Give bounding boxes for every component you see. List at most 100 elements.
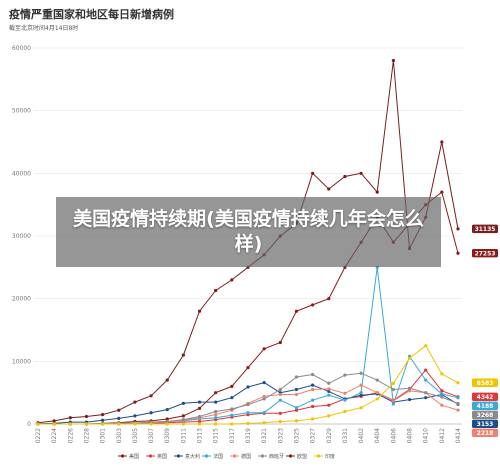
x-tick-label: 0305 bbox=[132, 428, 139, 443]
legend-label: 德国 bbox=[241, 453, 251, 460]
data-point bbox=[165, 378, 169, 382]
data-point bbox=[311, 171, 315, 175]
data-point bbox=[391, 387, 395, 392]
data-point bbox=[262, 381, 266, 385]
data-point bbox=[391, 381, 395, 385]
x-tick-label: 0315 bbox=[213, 428, 220, 443]
legend-label: 美国 bbox=[129, 453, 139, 460]
data-point bbox=[68, 422, 72, 426]
data-point bbox=[440, 372, 444, 376]
x-tick-label: 0301 bbox=[100, 428, 107, 443]
x-tick-label: 0307 bbox=[148, 428, 155, 443]
x-tick-label: 0313 bbox=[197, 428, 204, 443]
data-point bbox=[246, 402, 250, 407]
end-value-badge bbox=[472, 410, 498, 419]
data-point bbox=[230, 384, 234, 388]
data-point bbox=[165, 407, 169, 412]
legend-swatch-dot bbox=[260, 454, 265, 458]
x-tick-label: 0228 bbox=[83, 428, 90, 443]
data-point bbox=[424, 391, 428, 395]
data-point bbox=[278, 398, 282, 402]
data-point bbox=[101, 422, 105, 426]
legend-swatch-dot bbox=[204, 454, 209, 458]
legend-label: 西班牙 bbox=[269, 453, 284, 460]
data-point bbox=[149, 422, 153, 426]
data-point bbox=[424, 368, 428, 372]
legend-label: 欧盟 bbox=[297, 453, 307, 460]
y-tick-label: 60000 bbox=[12, 45, 31, 52]
data-point bbox=[36, 422, 40, 426]
legend-label: 意大利 bbox=[185, 453, 200, 460]
data-point bbox=[262, 421, 266, 425]
end-value-badge bbox=[472, 378, 498, 387]
x-tick-label: 0323 bbox=[277, 428, 284, 443]
data-point bbox=[440, 403, 444, 407]
end-value-label: 6583 bbox=[477, 380, 494, 387]
data-point bbox=[197, 414, 202, 419]
data-point bbox=[311, 372, 315, 377]
data-point bbox=[424, 396, 428, 400]
data-point bbox=[117, 408, 121, 412]
data-point bbox=[327, 403, 331, 407]
x-tick-label: 0414 bbox=[455, 428, 462, 443]
data-point bbox=[375, 397, 379, 401]
data-point bbox=[407, 356, 412, 360]
end-value-label: 2218 bbox=[477, 430, 494, 437]
data-point bbox=[230, 407, 234, 411]
data-point bbox=[311, 383, 315, 387]
data-point bbox=[230, 422, 234, 426]
data-point bbox=[456, 401, 460, 406]
data-point bbox=[133, 414, 137, 418]
legend-swatch-dot bbox=[288, 454, 293, 458]
data-point bbox=[327, 297, 331, 301]
data-point bbox=[343, 373, 347, 377]
data-point bbox=[230, 278, 234, 282]
data-point bbox=[165, 422, 169, 426]
data-point bbox=[456, 408, 460, 412]
y-tick-label: 20000 bbox=[12, 296, 31, 303]
data-point bbox=[391, 399, 395, 403]
y-tick-label: 30000 bbox=[12, 233, 31, 240]
legend-swatch-dot bbox=[232, 454, 237, 458]
data-point bbox=[311, 417, 315, 421]
chart-subtitle: 截至北京时间4月14日8时 bbox=[9, 25, 79, 32]
data-point bbox=[214, 413, 218, 417]
data-point bbox=[359, 383, 363, 387]
data-point bbox=[359, 371, 363, 375]
chart-title: 疫情严重国家和地区每日新增病例 bbox=[9, 8, 174, 21]
data-point bbox=[424, 344, 428, 348]
data-point bbox=[246, 421, 250, 425]
x-tick-label: 0224 bbox=[51, 428, 58, 443]
data-point bbox=[214, 288, 218, 293]
data-point bbox=[407, 386, 412, 390]
end-value-label: 4342 bbox=[477, 394, 494, 401]
x-tick-label: 0331 bbox=[342, 428, 349, 443]
end-value-badge bbox=[472, 419, 498, 428]
data-point bbox=[343, 391, 347, 395]
data-point bbox=[440, 395, 444, 399]
x-tick-label: 0222 bbox=[35, 428, 42, 443]
x-tick-label: 0325 bbox=[293, 428, 300, 443]
data-point bbox=[149, 411, 153, 415]
data-point bbox=[181, 401, 185, 405]
data-point bbox=[84, 414, 89, 419]
end-value-badge bbox=[472, 224, 498, 234]
y-tick-label: 50000 bbox=[12, 108, 31, 115]
data-point bbox=[294, 309, 299, 313]
headline-text: 美国疫情持续期(美国疫情持续几年会怎么样) bbox=[73, 208, 424, 255]
x-tick-label: 0408 bbox=[407, 428, 414, 443]
data-point bbox=[359, 406, 363, 410]
data-point bbox=[214, 409, 218, 414]
data-point bbox=[327, 414, 331, 418]
data-point bbox=[391, 402, 395, 406]
data-point bbox=[359, 391, 363, 395]
data-point bbox=[181, 353, 185, 357]
data-point bbox=[343, 398, 347, 402]
data-point bbox=[197, 400, 202, 404]
x-tick-label: 0309 bbox=[164, 428, 171, 443]
data-point bbox=[101, 413, 105, 417]
data-point bbox=[407, 397, 412, 402]
data-point bbox=[456, 381, 460, 385]
data-point bbox=[278, 411, 282, 415]
data-point bbox=[327, 381, 331, 385]
